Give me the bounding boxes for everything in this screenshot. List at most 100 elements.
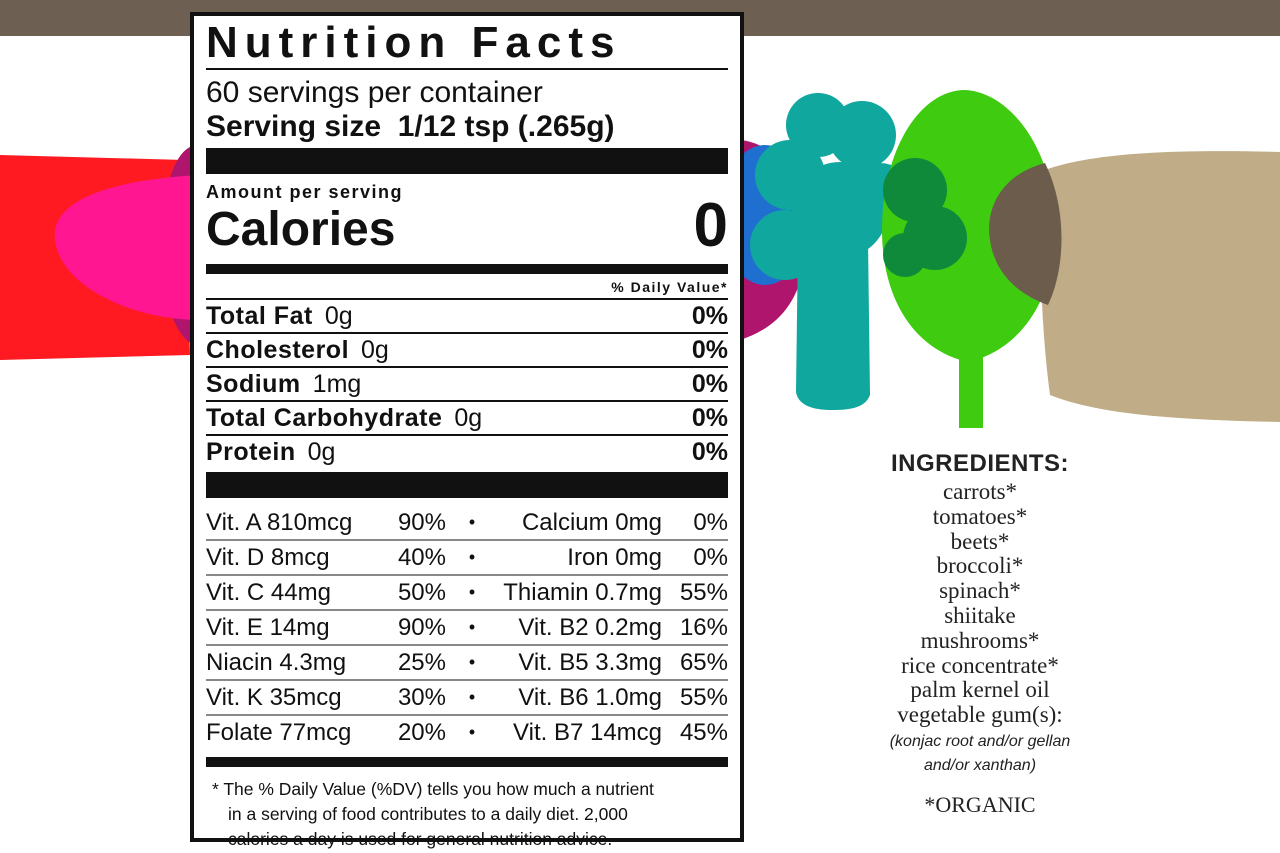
gum-note-line: and/or xanthan)	[923, 756, 1037, 774]
nutrient-daily-value: 0%	[691, 301, 728, 330]
spinach-leaf	[882, 90, 1055, 362]
nutrient-row-protein: Protein 0g 0%	[206, 436, 728, 468]
divider-thick	[206, 472, 728, 498]
label-title: Nutrition Facts	[206, 18, 622, 67]
ingredient-item: beets*	[950, 528, 1010, 554]
vitamin-left-pct: 90%	[397, 508, 446, 536]
vitamin-row: Niacin 4.3mg 25% • Vit. B5 3.3mg 65%	[206, 646, 728, 681]
servings-per-container: 60 servings per container	[206, 76, 543, 109]
nutrient-row-total-carbohydrate: Total Carbohydrate 0g 0%	[206, 402, 728, 436]
dark-green-floret	[883, 233, 927, 277]
vitamin-right-pct: 16%	[679, 613, 728, 641]
vitamin-right-name: Vit. B7 14mcg	[513, 718, 662, 746]
bullet-separator: •	[468, 687, 476, 707]
calories-row: Calories 0	[206, 195, 728, 257]
ingredient-item: broccoli*	[936, 553, 1024, 579]
nutrient-daily-value: 0%	[691, 369, 728, 398]
vitamin-left-name: Vit. K 35mcg	[206, 683, 342, 711]
nutrient-row-total-fat: Total Fat 0g 0%	[206, 300, 728, 334]
nutrient-row-sodium: Sodium 1mg 0%	[206, 368, 728, 402]
ingredient-item: rice concentrate*	[901, 652, 1059, 678]
nutrient-name: Sodium	[206, 369, 301, 398]
daily-value-footnote: * The % Daily Value (%DV) tells you how …	[206, 777, 728, 852]
bullet-separator: •	[468, 722, 476, 742]
vitamin-right-name: Thiamin 0.7mg	[503, 578, 662, 606]
footnote-line: in a serving of food contributes to a da…	[228, 804, 628, 824]
tomato-shape	[54, 175, 200, 320]
vitamin-left-name: Niacin 4.3mg	[206, 648, 347, 676]
divider-medium	[206, 757, 728, 767]
mushroom-cap-tan	[1040, 151, 1280, 423]
organic-note: *ORGANIC	[924, 791, 1036, 817]
ingredient-item: carrots*	[942, 479, 1018, 504]
vitamin-row: Vit. C 44mg 50% • Thiamin 0.7mg 55%	[206, 576, 728, 611]
vitamin-right-name: Vit. B6 1.0mg	[518, 683, 662, 711]
vitamin-row: Vit. A 810mcg 90% • Calcium 0mg 0%	[206, 506, 728, 541]
ingredient-item: shiitake	[944, 602, 1016, 628]
calories-label: Calories	[206, 203, 396, 256]
vitamin-right-pct: 55%	[679, 683, 728, 711]
calories-value: 0	[693, 191, 728, 260]
bullet-separator: •	[468, 617, 476, 637]
bullet-separator: •	[468, 512, 476, 532]
ingredient-item: vegetable gum(s):	[897, 702, 1063, 728]
vitamin-right-pct: 0%	[693, 508, 728, 536]
vitamin-left-name: Vit. E 14mg	[206, 613, 330, 641]
vitamin-right-pct: 45%	[679, 718, 728, 746]
nutrient-daily-value: 0%	[691, 403, 728, 432]
nutrient-amount: 1mg	[312, 369, 362, 398]
ingredient-item: spinach*	[939, 578, 1021, 604]
dark-green-floret	[883, 158, 947, 222]
ingredient-item: mushrooms*	[920, 627, 1040, 653]
broccoli-floret	[828, 101, 896, 169]
vitamin-row: Vit. D 8mcg 40% • Iron 0mg 0%	[206, 541, 728, 576]
vitamin-right-pct: 65%	[679, 648, 728, 676]
vitamin-left-pct: 20%	[397, 718, 446, 746]
nutrient-name: Protein	[206, 437, 296, 466]
ingredient-item: palm kernel oil	[910, 677, 1050, 703]
divider-thin	[206, 68, 728, 70]
nutrient-name: Total Fat	[206, 301, 313, 330]
vitamin-right-name: Vit. B5 3.3mg	[518, 648, 662, 676]
vitamin-row: Vit. K 35mcg 30% • Vit. B6 1.0mg 55%	[206, 681, 728, 716]
bullet-separator: •	[468, 582, 476, 602]
bullet-separator: •	[468, 547, 476, 567]
vitamin-left-pct: 30%	[397, 683, 446, 711]
nutrition-facts-label: Nutrition Facts 60 servings per containe…	[190, 12, 744, 849]
vitamin-row: Vit. E 14mg 90% • Vit. B2 0.2mg 16%	[206, 611, 728, 646]
spinach-stem	[959, 350, 983, 428]
bullet-separator: •	[468, 652, 476, 672]
serving-size-label: Serving size	[206, 110, 382, 143]
footnote-line: * The % Daily Value (%DV) tells you how …	[212, 779, 654, 799]
serving-size: Serving size 1/12 tsp (.265g)	[206, 110, 728, 144]
nutrient-amount: 0g	[361, 335, 389, 364]
divider-medium	[206, 264, 728, 274]
vitamin-row: Folate 77mcg 20% • Vit. B7 14mcg 45%	[206, 716, 728, 749]
broccoli-stem	[796, 240, 870, 410]
vitamin-right-name: Iron 0mg	[567, 543, 662, 571]
ingredients-block: INGREDIENTS: carrots* tomatoes* beets* b…	[860, 450, 1100, 818]
vitamin-right-pct: 55%	[679, 578, 728, 606]
vitamin-left-name: Vit. A 810mcg	[206, 508, 353, 536]
vitamin-left-name: Vit. C 44mg	[206, 578, 331, 606]
gum-note-line: (konjac root and/or gellan	[889, 732, 1071, 750]
nutrient-amount: 0g	[324, 301, 353, 330]
vitamin-right-name: Vit. B2 0.2mg	[518, 613, 662, 641]
divider-thick	[206, 148, 728, 174]
nutrient-row-cholesterol: Cholesterol 0g 0%	[206, 334, 728, 368]
daily-value-header: % Daily Value*	[206, 276, 728, 300]
serving-size-value: 1/12 tsp (.265g)	[397, 110, 615, 143]
mushroom-cap-dark	[989, 163, 1062, 305]
nutrient-amount: 0g	[454, 403, 483, 432]
amount-per-serving: Amount per serving	[206, 182, 404, 202]
vitamin-left-pct: 25%	[397, 648, 446, 676]
vitamin-right-name: Calcium 0mg	[521, 508, 662, 536]
nutrient-name: Total Carbohydrate	[206, 403, 443, 432]
vitamin-left-pct: 40%	[397, 543, 446, 571]
nutrient-daily-value: 0%	[691, 437, 728, 466]
vitamin-left-name: Folate 77mcg	[206, 718, 352, 746]
gum-note: (konjac root and/or gellan and/or xantha…	[860, 730, 1100, 778]
ingredients-heading: INGREDIENTS:	[890, 450, 1069, 477]
nutrient-daily-value: 0%	[691, 335, 728, 364]
